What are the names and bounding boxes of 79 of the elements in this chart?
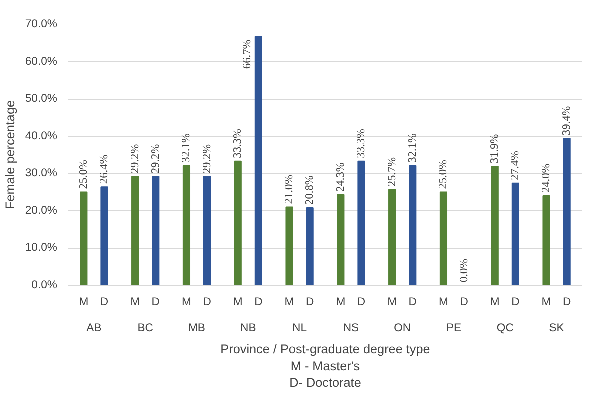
data-label: 39.4% xyxy=(561,106,574,136)
text: D xyxy=(512,296,520,308)
bar xyxy=(80,192,88,286)
data-label: 29.2% xyxy=(150,144,162,174)
x-tick-label: NL xyxy=(292,322,308,334)
text: D xyxy=(306,296,314,308)
bar xyxy=(132,176,140,286)
x-tick-label: MB xyxy=(188,322,206,334)
series-label: M xyxy=(388,296,398,308)
text: D xyxy=(203,296,212,308)
bar xyxy=(440,192,448,286)
data-label: 24.3% xyxy=(334,162,347,192)
data-label: 25.0% xyxy=(78,159,90,190)
text: M xyxy=(439,296,448,308)
x-tick-label: NB xyxy=(240,322,256,334)
text: D xyxy=(460,296,468,308)
data-label: 27.4% xyxy=(510,150,522,180)
y-tick-label: 0.0% xyxy=(32,280,58,292)
y-tick-label: 30.0% xyxy=(25,168,58,180)
data-label: 26.4% xyxy=(98,154,110,184)
bar xyxy=(254,36,262,286)
bar xyxy=(409,165,417,286)
data-label: 25.0% xyxy=(438,159,450,190)
x-tick-label: QC xyxy=(496,322,514,334)
text: M xyxy=(79,296,89,308)
bar xyxy=(358,160,366,286)
data-label: 21.0% xyxy=(284,174,296,204)
data-label: 66.7% xyxy=(242,39,254,70)
series-label: D xyxy=(408,296,417,308)
bar xyxy=(182,165,191,286)
data-label: 29.2% xyxy=(201,144,214,174)
data-label: 32.1% xyxy=(180,132,193,163)
x-tick-label: PE xyxy=(446,322,462,334)
text: D xyxy=(562,296,572,308)
x-tick-label: SK xyxy=(549,322,565,334)
y-tick-label: 40.0% xyxy=(25,130,58,142)
bar xyxy=(306,207,314,286)
y-tick-label: 20.0% xyxy=(25,204,58,217)
text: M xyxy=(182,296,192,308)
x-tick-label: ON xyxy=(394,322,412,334)
text: M xyxy=(284,296,294,308)
text: D xyxy=(100,296,109,308)
bar xyxy=(203,176,212,286)
data-label: 32.1% xyxy=(406,132,419,163)
data-label: 33.3% xyxy=(355,128,368,158)
bar xyxy=(491,166,499,286)
x-tick-label: BC xyxy=(138,322,154,334)
text: M xyxy=(490,296,500,308)
bar xyxy=(234,160,242,286)
bar xyxy=(152,176,160,286)
data-label: 0.0% xyxy=(458,258,470,282)
data-label: 29.2% xyxy=(129,144,142,174)
y-tick-label: 70.0% xyxy=(25,18,58,30)
x-tick-label: AB xyxy=(86,322,102,334)
y-tick-label: 50.0% xyxy=(25,93,58,106)
data-label: 31.9% xyxy=(489,134,502,164)
bar xyxy=(100,186,108,286)
data-label: 20.8% xyxy=(304,175,316,205)
text: M xyxy=(233,296,243,308)
bar xyxy=(563,138,571,286)
text: D xyxy=(357,296,366,308)
text: M xyxy=(336,296,346,308)
bar xyxy=(542,196,550,286)
text: D xyxy=(152,296,160,308)
y-axis-title: Female percentage xyxy=(3,100,18,210)
data-label: 33.3% xyxy=(232,128,244,158)
text: D xyxy=(254,296,263,308)
x-axis-title: Province / Post-graduate degree type M - Master's D- Doctorate xyxy=(220,342,430,390)
bar xyxy=(388,189,396,286)
data-label: 24.0% xyxy=(540,163,553,194)
y-tick-label: 10.0% xyxy=(25,242,58,254)
bar xyxy=(512,182,520,286)
data-label: 25.7% xyxy=(386,156,398,187)
bar xyxy=(286,206,294,286)
bar xyxy=(337,194,345,286)
text: M xyxy=(542,296,552,308)
text: M xyxy=(130,296,140,308)
y-tick-label: 60.0% xyxy=(25,56,58,68)
x-tick-label: NS xyxy=(343,322,360,334)
